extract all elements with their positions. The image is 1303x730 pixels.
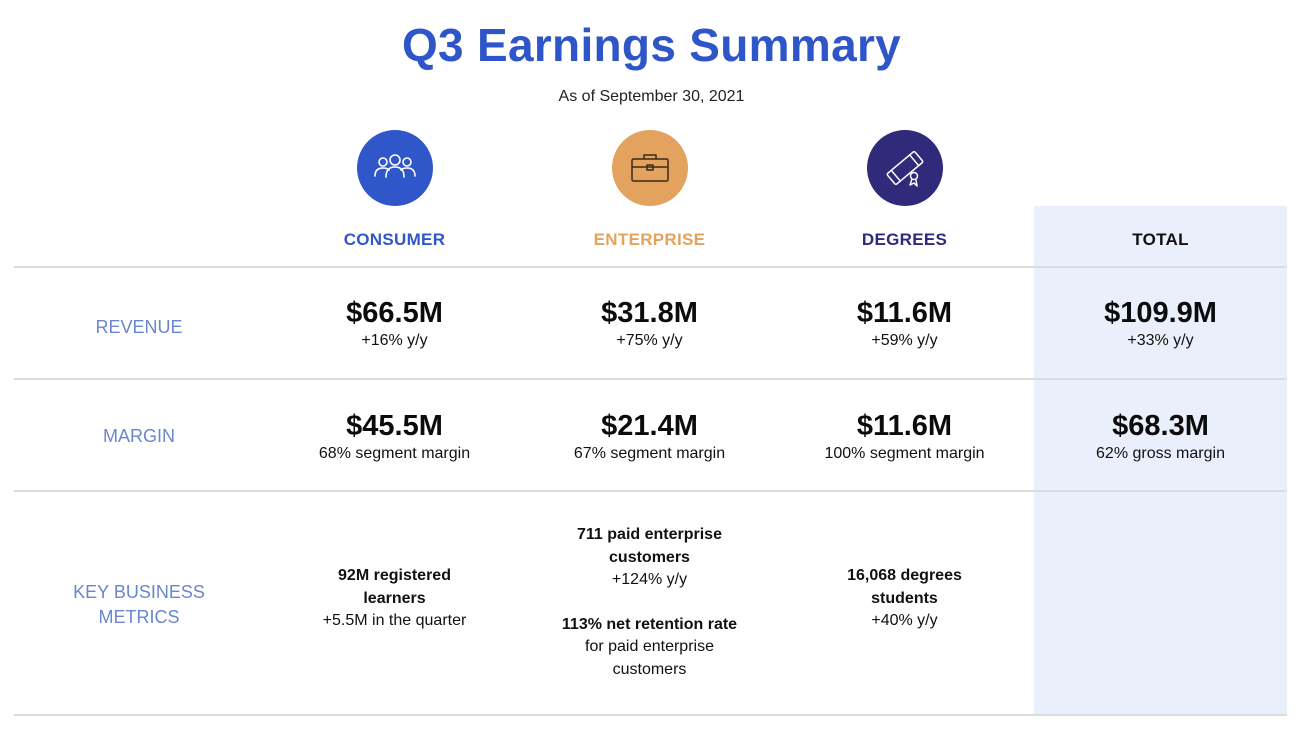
people-group-icon xyxy=(357,130,433,206)
metric-highlight: 92M registered xyxy=(338,567,451,584)
diploma-icon xyxy=(867,130,943,206)
row-label-revenue: REVENUE xyxy=(95,317,183,337)
margin-note: 68% segment margin xyxy=(318,445,471,462)
revenue-value: $11.6M xyxy=(856,297,953,329)
margin-cell-enterprise: $21.4M 67% segment margin xyxy=(523,409,776,465)
metric-highlight: 16,068 degrees xyxy=(847,567,962,584)
margin-cell-consumer: $45.5M 68% segment margin xyxy=(268,409,521,465)
row-divider xyxy=(14,490,1287,492)
metric-highlight: 113% net retention rate xyxy=(561,615,738,633)
metric-highlight: 711 paid enterprise xyxy=(577,526,722,543)
metric-note: +5.5M in the quarter xyxy=(322,612,467,629)
revenue-value: $66.5M xyxy=(346,297,443,329)
margin-note: 100% segment margin xyxy=(824,445,985,462)
total-column-highlight xyxy=(1034,206,1287,716)
page-subtitle: As of September 30, 2021 xyxy=(558,88,745,105)
margin-note: 62% gross margin xyxy=(1096,445,1225,462)
margin-note: 67% segment margin xyxy=(573,445,726,462)
revenue-value: $31.8M xyxy=(601,297,698,329)
margin-cell-degrees: $11.6M 100% segment margin xyxy=(778,409,1031,465)
margin-value: $45.5M xyxy=(346,410,443,442)
margin-value: $68.3M xyxy=(1112,410,1209,442)
metric-note: +124% y/y xyxy=(611,571,688,588)
margin-value: $21.4M xyxy=(601,410,698,442)
column-header-consumer: CONSUMER xyxy=(343,230,446,249)
metric-highlight: students xyxy=(871,589,938,607)
revenue-growth: +16% y/y xyxy=(361,332,428,349)
row-divider xyxy=(14,714,1287,716)
revenue-cell-total: $109.9M +33% y/y xyxy=(1034,296,1287,352)
metric-note: for paid enterprise xyxy=(585,638,714,655)
row-divider xyxy=(14,266,1287,268)
metric-note: +40% y/y xyxy=(871,612,938,629)
revenue-growth: +59% y/y xyxy=(871,332,938,349)
column-header-degrees: DEGREES xyxy=(861,230,948,249)
briefcase-icon xyxy=(612,130,688,206)
metrics-cell-consumer: 92M registered learners +5.5M in the qua… xyxy=(268,565,521,633)
revenue-value: $109.9M xyxy=(1104,297,1217,329)
row-label-line: METRICS xyxy=(98,607,180,627)
row-label-margin: MARGIN xyxy=(103,426,175,446)
margin-cell-total: $68.3M 62% gross margin xyxy=(1034,409,1287,465)
page-title: Q3 Earnings Summary xyxy=(401,19,902,71)
column-header-enterprise: ENTERPRISE xyxy=(593,230,706,249)
revenue-cell-enterprise: $31.8M +75% y/y xyxy=(523,296,776,352)
margin-value: $11.6M xyxy=(856,410,953,442)
row-divider xyxy=(14,378,1287,380)
row-label-line: KEY BUSINESS xyxy=(73,582,205,602)
metrics-cell-enterprise: 711 paid enterprise customers +124% y/y … xyxy=(523,524,776,681)
metric-highlight: customers xyxy=(609,548,690,566)
metrics-cell-degrees: 16,068 degrees students +40% y/y xyxy=(778,565,1031,633)
column-header-total: TOTAL xyxy=(1132,230,1189,249)
row-label-key-business-metrics: KEY BUSINESS METRICS xyxy=(14,580,264,630)
metric-note: customers xyxy=(612,660,687,678)
revenue-growth: +75% y/y xyxy=(616,332,683,349)
metric-highlight: learners xyxy=(363,589,426,607)
revenue-cell-consumer: $66.5M +16% y/y xyxy=(268,296,521,352)
revenue-cell-degrees: $11.6M +59% y/y xyxy=(778,296,1031,352)
revenue-growth: +33% y/y xyxy=(1127,332,1194,349)
